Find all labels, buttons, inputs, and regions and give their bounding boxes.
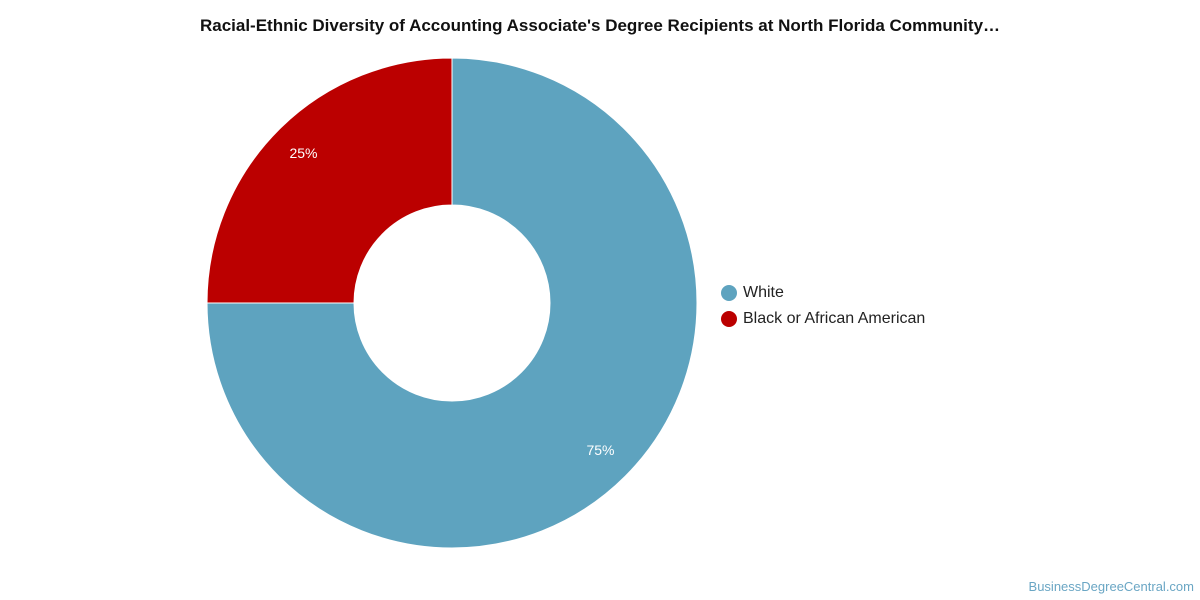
data-label-black-or-african-american: 25% [289, 145, 317, 161]
legend: White Black or African American [721, 280, 925, 332]
legend-label: White [743, 284, 784, 301]
data-label-white: 75% [586, 442, 614, 458]
legend-item-black-or-african-american[interactable]: Black or African American [721, 306, 925, 332]
legend-swatch-black-or-african-american [721, 311, 737, 327]
slices-group [206, 57, 698, 549]
chart-title: Racial-Ethnic Diversity of Accounting As… [199, 16, 1001, 35]
data-labels-group: 75% 25% [289, 145, 614, 458]
source-credit-link[interactable]: BusinessDegreeCentral.com [1028, 579, 1194, 594]
slice-black-or-african-american[interactable] [206, 57, 453, 304]
legend-item-white[interactable]: White [721, 280, 925, 306]
legend-swatch-white [721, 285, 737, 301]
slice-white[interactable] [206, 57, 698, 549]
legend-label: Black or African American [743, 310, 926, 327]
